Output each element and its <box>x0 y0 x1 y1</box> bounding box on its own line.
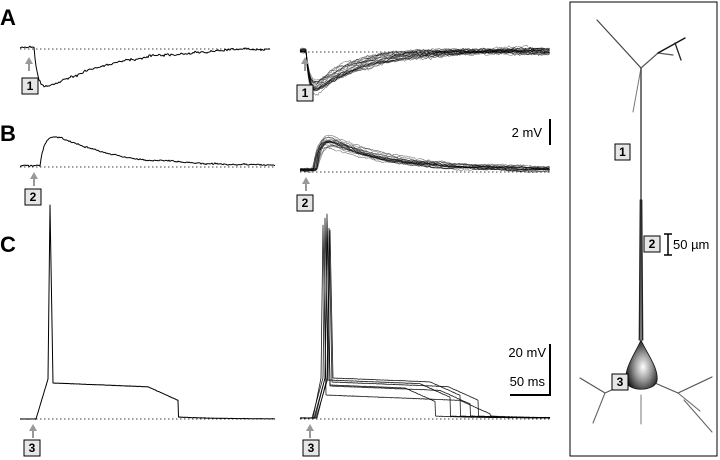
scalebar-time-label: 50 ms <box>510 374 546 389</box>
trace-a-overlay <box>299 50 550 84</box>
voltage-traces <box>19 44 551 420</box>
stimulus-arrows <box>25 57 314 438</box>
trace-marker-c-left: 3 <box>23 439 41 457</box>
trace-b-overlay <box>299 140 550 171</box>
trace-marker-b-left: 2 <box>24 188 42 206</box>
neuron-site-2-label: 2 <box>649 237 656 251</box>
length-scalebar-label: 50 µm <box>673 237 709 252</box>
trace-a-single <box>19 45 271 88</box>
trace-a-overlay <box>299 47 550 91</box>
trace-b-single <box>20 136 276 167</box>
neuron-icon <box>579 19 713 433</box>
neuron-site-3-label: 3 <box>617 375 624 389</box>
trace-a-overlay <box>299 49 550 89</box>
trace-marker-b-right-label: 2 <box>302 196 309 210</box>
trace-marker-a-left-label: 1 <box>27 79 34 93</box>
panel-label-a: A <box>0 5 16 30</box>
trace-b-overlay <box>299 146 550 173</box>
trace-a-overlay <box>299 44 550 92</box>
trace-marker-a-right: 1 <box>296 84 314 102</box>
neuron-soma <box>625 338 658 390</box>
trace-a-overlay <box>299 48 550 91</box>
trace-c-overlay <box>299 224 551 419</box>
scalebar-psp: 2 mV <box>512 119 551 145</box>
trace-marker-b-left-label: 2 <box>30 190 37 204</box>
stimulus-arrow-icon <box>30 172 38 186</box>
neuron-site-1: 1 <box>614 143 631 161</box>
stimulus-arrow-icon <box>301 57 309 71</box>
trace-a-overlay <box>299 49 550 84</box>
stimulus-arrow-icon <box>25 57 33 71</box>
panel-label-c: C <box>0 232 16 257</box>
scalebar-voltage-label: 20 mV <box>508 345 546 360</box>
neuron-site-1-label: 1 <box>619 145 626 159</box>
neuron-site-3: 3 <box>611 373 629 391</box>
trace-b-overlay <box>299 134 550 171</box>
trace-marker-c-right: 3 <box>302 439 320 457</box>
length-scalebar: 50 µm <box>664 233 709 256</box>
stimulus-arrow-icon <box>302 177 310 191</box>
trace-marker-a-left: 1 <box>21 77 39 95</box>
scalebar-psp-label: 2 mV <box>512 125 543 140</box>
trace-a-overlay <box>299 49 550 83</box>
trace-c-overlay <box>300 221 551 419</box>
trace-marker-a-right-label: 1 <box>302 86 309 100</box>
stimulus-arrow-icon <box>306 424 314 438</box>
trace-a-overlay <box>299 50 550 91</box>
morphology-panel: 1 2 3 50 µm <box>569 1 718 457</box>
trace-b-overlay <box>299 141 550 173</box>
trace-marker-c-left-label: 3 <box>29 441 36 455</box>
trace-marker-c-right-label: 3 <box>308 441 315 455</box>
stimulus-arrow-icon <box>29 424 37 438</box>
trace-marker-b-right: 2 <box>296 194 314 212</box>
trace-c-single <box>20 204 276 420</box>
neuron-site-2: 2 <box>643 235 661 253</box>
trace-c-overlay <box>299 227 551 419</box>
trace-a-overlay <box>299 50 550 90</box>
baselines <box>20 48 550 420</box>
scalebar-spike-time: 20 mV 50 ms <box>508 344 551 396</box>
panel-label-b: B <box>0 121 16 146</box>
